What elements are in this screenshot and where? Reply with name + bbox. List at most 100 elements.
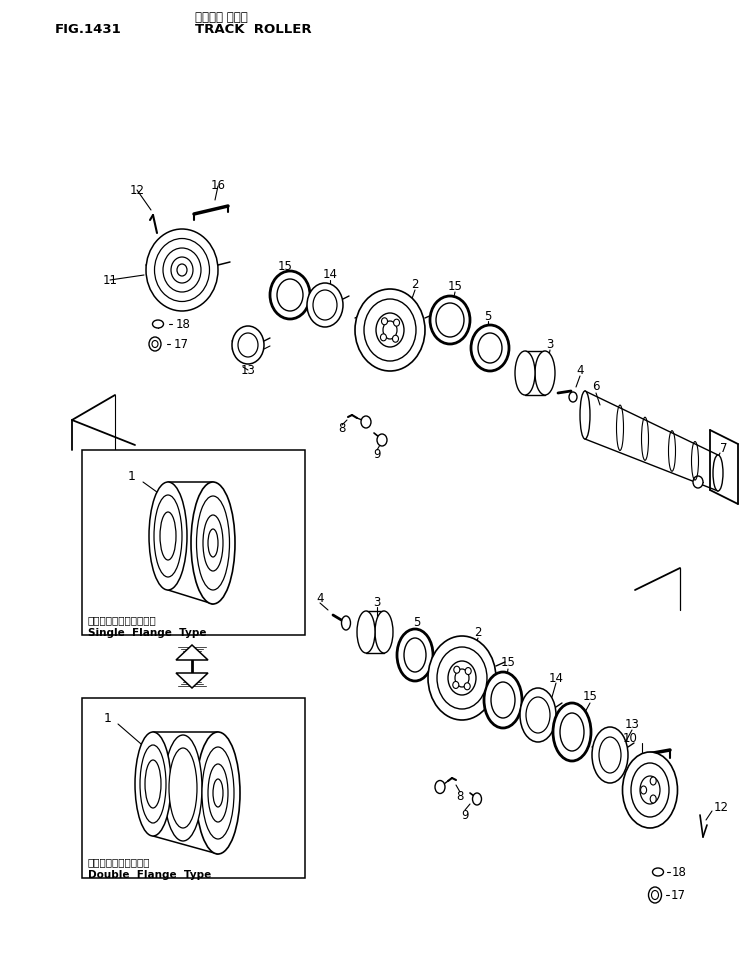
Ellipse shape [149,337,161,351]
Ellipse shape [208,764,228,822]
Polygon shape [176,645,208,660]
Ellipse shape [404,638,426,672]
Ellipse shape [526,697,550,733]
Ellipse shape [152,341,158,348]
Ellipse shape [393,335,399,342]
Text: 1: 1 [128,470,136,482]
Ellipse shape [650,777,657,785]
Ellipse shape [361,416,371,428]
Ellipse shape [653,868,663,876]
Ellipse shape [160,512,176,560]
Ellipse shape [520,688,556,742]
Bar [82,450,305,635]
Text: Double  Flange  Type: Double Flange Type [88,870,211,880]
Ellipse shape [435,780,445,794]
Ellipse shape [484,672,522,728]
Polygon shape [176,673,208,688]
Ellipse shape [471,325,509,371]
Text: 17: 17 [174,337,189,350]
Ellipse shape [428,636,496,720]
Text: 14: 14 [548,671,563,685]
Ellipse shape [478,333,502,363]
Ellipse shape [146,229,218,311]
Ellipse shape [376,313,404,347]
Text: 17: 17 [671,888,686,902]
Text: 15: 15 [582,690,597,704]
Ellipse shape [393,319,399,327]
Text: 9: 9 [373,449,381,461]
Text: 15: 15 [278,261,293,273]
Ellipse shape [196,732,240,854]
Text: 6: 6 [592,380,599,393]
Ellipse shape [380,334,387,341]
Text: 8: 8 [456,790,464,802]
Ellipse shape [622,752,677,828]
Ellipse shape [357,611,375,653]
Ellipse shape [436,303,464,337]
Text: 3: 3 [373,596,381,608]
Ellipse shape [140,745,166,823]
Ellipse shape [232,326,264,364]
Ellipse shape [437,647,487,709]
Ellipse shape [473,793,482,805]
Ellipse shape [580,391,590,439]
Text: 14: 14 [322,268,337,282]
Ellipse shape [155,239,210,302]
Text: 15: 15 [501,656,516,669]
Ellipse shape [592,727,628,783]
Text: ダブルフランジタイプ: ダブルフランジタイプ [88,857,150,867]
Ellipse shape [448,661,476,695]
Text: 2: 2 [474,626,482,639]
Ellipse shape [203,515,223,571]
Ellipse shape [553,703,591,761]
Ellipse shape [208,529,218,557]
Ellipse shape [693,476,703,488]
Text: トラック ローラ: トラック ローラ [195,11,247,25]
Ellipse shape [631,763,669,817]
Text: 8: 8 [339,422,346,435]
Ellipse shape [383,321,397,339]
Ellipse shape [713,455,723,491]
Ellipse shape [650,795,657,803]
Ellipse shape [453,682,459,689]
Text: 18: 18 [176,317,191,330]
Ellipse shape [213,779,223,807]
Ellipse shape [382,318,388,325]
Text: 11: 11 [102,273,118,286]
Ellipse shape [163,248,201,292]
Ellipse shape [149,482,187,590]
Ellipse shape [164,735,202,841]
Ellipse shape [455,669,469,687]
Ellipse shape [238,333,258,357]
Ellipse shape [560,713,584,751]
Text: Single  Flange  Type: Single Flange Type [88,628,207,638]
Text: 4: 4 [576,365,584,377]
Text: 4: 4 [316,591,324,605]
Ellipse shape [153,320,164,328]
Ellipse shape [171,257,193,283]
Text: シングルフランジタイプ: シングルフランジタイプ [88,615,157,625]
Ellipse shape [599,737,621,773]
Ellipse shape [270,271,310,319]
Ellipse shape [342,616,350,630]
Ellipse shape [515,351,535,395]
Ellipse shape [169,748,197,828]
Text: 5: 5 [413,617,421,629]
Text: 1: 1 [104,711,112,725]
Ellipse shape [453,667,460,673]
Text: 7: 7 [720,441,728,455]
Bar [82,698,305,878]
Text: 18: 18 [672,865,687,879]
Text: 13: 13 [625,718,639,732]
Text: 9: 9 [461,809,469,821]
Ellipse shape [177,264,187,276]
Ellipse shape [641,786,647,794]
Ellipse shape [375,611,393,653]
Text: 12: 12 [714,800,729,814]
Text: 2: 2 [411,278,419,290]
Ellipse shape [191,482,235,604]
Ellipse shape [313,290,337,320]
Text: 16: 16 [210,180,225,193]
Ellipse shape [569,392,577,402]
Ellipse shape [491,682,515,718]
